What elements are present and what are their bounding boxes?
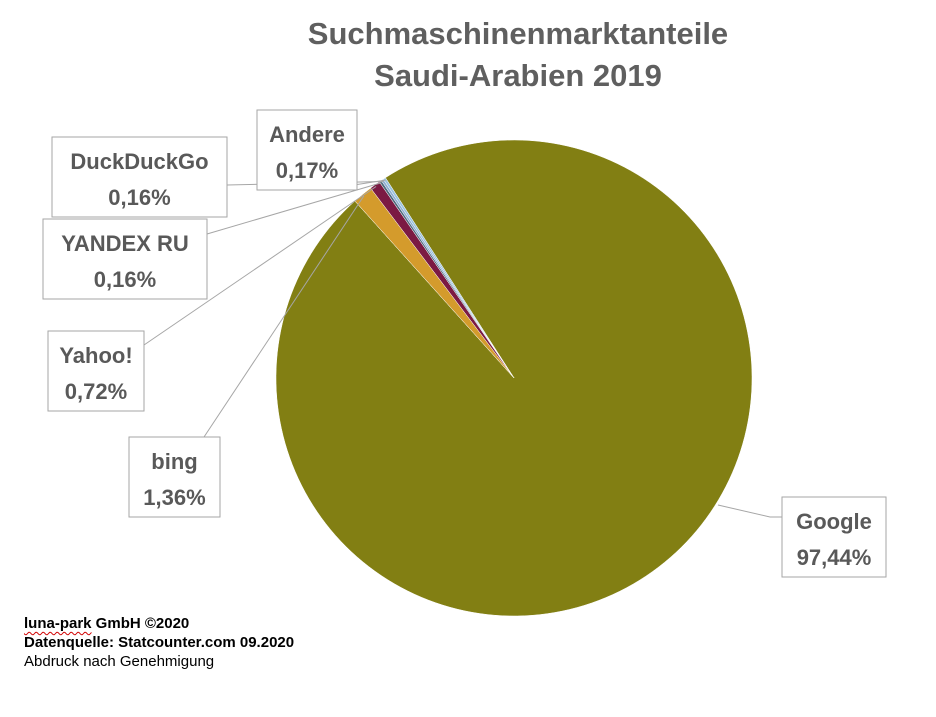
data-label: Yahoo! 0,72% (47, 330, 145, 412)
data-label-box (42, 218, 208, 300)
data-label-value: 0,16% (108, 185, 170, 210)
data-label-name: Andere (269, 122, 345, 147)
data-label: Google 97,44% (781, 496, 887, 578)
leader-line (717, 504, 782, 518)
data-label-value: 97,44% (797, 545, 872, 570)
data-label: Andere 0,17% (256, 109, 358, 191)
data-label-box (781, 496, 887, 578)
data-label-name: Yahoo! (59, 343, 132, 368)
data-label-value: 0,16% (94, 267, 156, 292)
chart-title-line-1: Suchmaschinenmarktanteile (308, 16, 728, 51)
footer-company-name: luna-park (24, 615, 92, 632)
chart-title-line-2: Saudi-Arabien 2019 (374, 58, 662, 93)
leader-line (143, 186, 377, 346)
data-label-box (128, 436, 221, 518)
footer-company-rest: GmbH ©2020 (91, 615, 190, 632)
data-label: DuckDuckGo 0,16% (51, 136, 228, 218)
data-label-name: Google (796, 509, 872, 534)
data-label-value: 1,36% (143, 485, 205, 510)
pie-slices (275, 139, 753, 617)
data-label-box (51, 136, 228, 218)
data-label-box (256, 109, 358, 191)
data-label: YANDEX RU 0,16% (42, 218, 208, 300)
data-label-name: YANDEX RU (61, 231, 189, 256)
pie-slice-andere (382, 177, 515, 379)
data-label: bing 1,36% (128, 436, 221, 518)
data-label-name: bing (151, 449, 197, 474)
data-labels: Google 97,44% bing 1,36% Yahoo! 0,72% YANDEX R… (42, 109, 887, 578)
footer-credits: luna-park GmbH ©2020 Datenquelle: Statco… (24, 614, 294, 671)
footer-note: Abdruck nach Genehmigung (24, 653, 215, 670)
footer-source: Datenquelle: Statcounter.com 09.2020 (24, 634, 295, 651)
data-label-box (47, 330, 145, 412)
data-label-value: 0,72% (65, 379, 127, 404)
leader-line (203, 195, 365, 438)
leader-line (206, 182, 382, 235)
data-label-value: 0,17% (276, 158, 338, 183)
footer-company: luna-park GmbH ©2020 (24, 614, 294, 633)
pie-slice-google (275, 139, 753, 617)
leader-lines (143, 179, 782, 518)
data-label-name: DuckDuckGo (70, 149, 208, 174)
